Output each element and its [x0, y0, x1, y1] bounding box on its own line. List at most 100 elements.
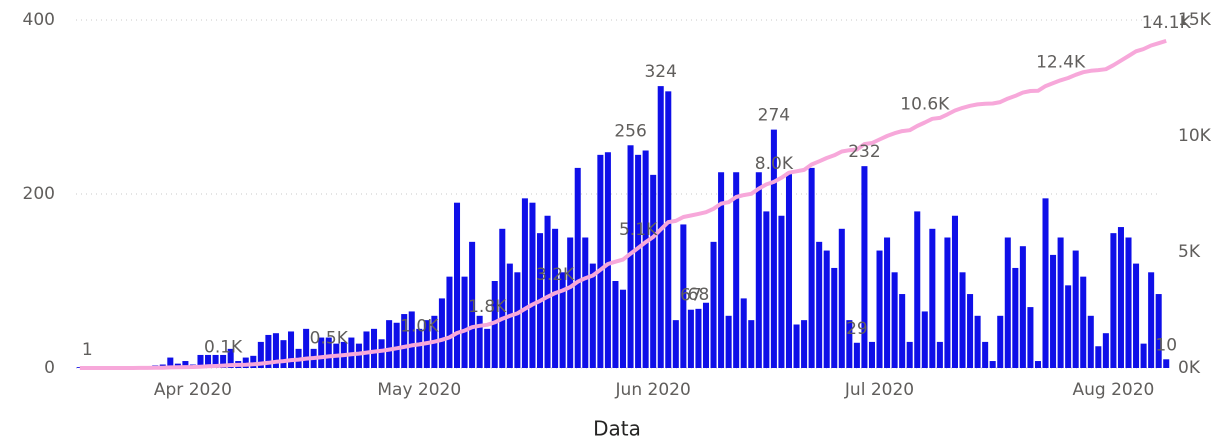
bar	[167, 357, 174, 368]
bar	[967, 294, 974, 368]
bar	[921, 311, 928, 368]
y2-tick-label: 10K	[1178, 126, 1212, 146]
line-label: 14.1K	[1142, 13, 1192, 33]
bar	[914, 211, 921, 368]
bar	[785, 172, 793, 368]
bar	[1117, 227, 1124, 368]
bar	[725, 315, 732, 368]
bar	[552, 228, 559, 368]
bar	[205, 354, 212, 368]
x-tick-label: Apr 2020	[154, 380, 232, 400]
bar	[861, 166, 868, 368]
y-tick-label: 400	[23, 10, 55, 30]
bar	[446, 276, 453, 368]
bar	[1163, 359, 1170, 368]
line-label: 1	[82, 340, 93, 360]
bar	[778, 215, 785, 368]
y-tick-label: 0	[44, 358, 55, 378]
line-label: 0.5K	[310, 328, 349, 348]
bar	[265, 334, 272, 368]
bar	[989, 361, 996, 368]
line-label: 3.2K	[536, 265, 575, 285]
bar	[1133, 263, 1140, 368]
bar	[574, 167, 581, 368]
bar	[763, 211, 770, 368]
bar-label: 10	[1155, 335, 1177, 355]
x-axis-title: Data	[593, 417, 641, 441]
bar	[793, 324, 800, 368]
bar-label: 256	[614, 121, 646, 141]
line-label: 1.8K	[468, 297, 507, 317]
line-label: 5.1K	[619, 220, 658, 240]
line	[79, 38, 1167, 370]
bar-label: 68	[688, 285, 710, 305]
bar-label: 29	[846, 319, 868, 339]
bar	[325, 337, 332, 368]
bar	[929, 228, 936, 368]
line-label: 0.1K	[204, 338, 243, 358]
bar	[755, 172, 762, 368]
bar	[687, 309, 694, 368]
bar	[944, 237, 951, 368]
bar	[227, 348, 234, 368]
x-tick-label: Aug 2020	[1072, 380, 1154, 400]
bar	[951, 215, 958, 368]
bar	[672, 320, 679, 368]
bar	[650, 174, 657, 368]
bar	[1155, 294, 1162, 368]
bar	[959, 272, 966, 368]
bar	[567, 237, 574, 368]
bar	[702, 302, 710, 368]
bar	[831, 267, 838, 368]
bar	[876, 250, 883, 368]
line-label: 12.4K	[1036, 52, 1086, 72]
bar	[816, 241, 823, 368]
bar	[1042, 198, 1049, 368]
bar	[868, 341, 875, 368]
bar	[393, 322, 400, 368]
bar	[604, 152, 611, 368]
bar	[710, 241, 717, 368]
bar	[521, 198, 528, 368]
bar	[1027, 307, 1034, 368]
bar	[499, 228, 506, 368]
bar	[1110, 233, 1117, 368]
bar	[1019, 246, 1026, 368]
bar	[386, 320, 393, 368]
bar	[378, 339, 385, 368]
bar-label: 232	[848, 142, 880, 162]
bar	[680, 224, 687, 368]
bar	[182, 361, 189, 368]
bar-label: 67	[680, 286, 702, 306]
bar	[408, 311, 415, 368]
bar	[363, 331, 370, 368]
bar	[1087, 315, 1094, 368]
bar-label: 274	[758, 106, 790, 126]
bar	[899, 294, 906, 368]
bar	[612, 281, 619, 368]
bar	[1080, 276, 1087, 368]
bar	[280, 340, 287, 368]
bar	[491, 281, 498, 368]
bar	[371, 328, 378, 368]
bar	[1095, 346, 1102, 368]
bar	[484, 328, 491, 368]
x-tick-label: Jun 2020	[615, 380, 691, 400]
bar	[1057, 237, 1064, 368]
bar	[823, 250, 830, 368]
bar	[884, 237, 891, 368]
bar	[619, 289, 627, 368]
y-tick-label: 200	[23, 184, 55, 204]
bar	[76, 367, 83, 368]
bar	[1034, 361, 1041, 368]
line-label: 8.0K	[755, 154, 794, 174]
bar	[695, 308, 702, 368]
bar	[212, 354, 219, 368]
bar-label: 324	[644, 62, 676, 82]
bar	[529, 202, 536, 368]
y2-tick-label: 15K	[1178, 10, 1212, 30]
bar	[559, 272, 566, 368]
bar	[665, 91, 672, 368]
y2-tick-label: 5K	[1178, 242, 1201, 262]
